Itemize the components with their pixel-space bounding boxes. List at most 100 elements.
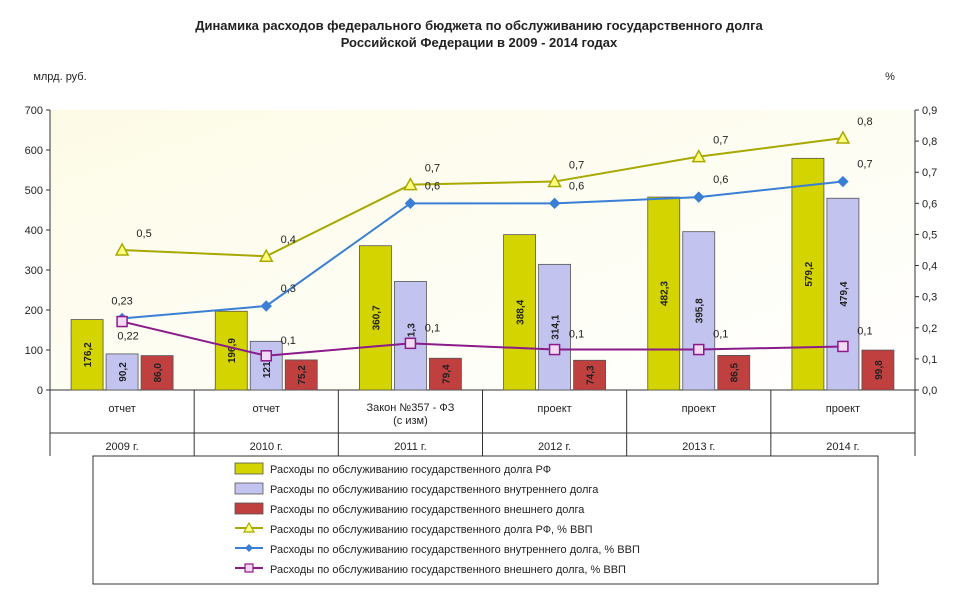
line-point-diamond	[837, 175, 849, 188]
y-left-tick-label: 200	[25, 305, 43, 317]
category-status-line: (с изм)	[393, 415, 428, 427]
line-square-series	[121, 320, 843, 357]
bar-internal	[682, 231, 716, 391]
y-right-tick-label: 0,5	[922, 229, 937, 241]
y-right-tick-label: 0,3	[922, 292, 937, 304]
y-axis-right-title: %	[885, 71, 895, 83]
line-data-label: 0,7	[857, 159, 872, 171]
line-point-triangle	[403, 177, 418, 191]
line-data-label: 0,7	[713, 135, 728, 147]
bar-data-label: 74,3	[586, 365, 597, 385]
bar-external	[284, 359, 318, 391]
line-data-label: 0,22	[117, 331, 138, 343]
chart-title-line: Динамика расходов федерального бюджета п…	[195, 18, 763, 33]
y-right-tick-label: 0,6	[922, 198, 937, 210]
y-left-tick-label: 600	[25, 145, 43, 157]
category-status-label: проект	[682, 403, 716, 415]
legend-entry-label: Расходы по обслуживанию государственного…	[270, 524, 593, 536]
legend-entry-label: Расходы по обслуживанию государственного…	[270, 564, 626, 576]
line-point-square	[548, 343, 561, 356]
bar-data-label: 86,0	[153, 363, 164, 383]
y-left-tick-label: 300	[25, 265, 43, 277]
line-data-label: 0,1	[857, 325, 872, 337]
line-point-square	[260, 350, 272, 362]
line-point-diamond	[548, 197, 561, 210]
bar-internal	[105, 353, 139, 391]
legend-entry-label: Расходы по обслуживанию государственного…	[270, 464, 551, 476]
line-diamond-series	[121, 180, 844, 320]
bar-data-label: 360,7	[371, 305, 382, 330]
bar-data-label: 75,2	[297, 365, 308, 385]
y-left-tick-label: 400	[25, 225, 43, 237]
y-left-tick-label: 500	[25, 185, 43, 197]
bar-total	[503, 234, 536, 391]
bar-data-label: 79,4	[441, 364, 452, 384]
line-data-label: 0,6	[425, 180, 440, 192]
line-point-diamond	[693, 191, 705, 203]
bar-external	[573, 359, 606, 391]
bar-data-label: 482,3	[660, 281, 671, 306]
bar-data-label: 395,8	[695, 298, 706, 323]
bar-data-label: 479,4	[839, 281, 850, 306]
line-point-triangle	[114, 242, 130, 256]
line-point-triangle	[258, 248, 274, 262]
legend-swatch-bar	[234, 502, 264, 515]
line-data-label: 0,1	[569, 329, 584, 341]
bar-external	[717, 354, 751, 391]
bar-internal	[394, 281, 427, 391]
line-point-triangle	[835, 130, 851, 144]
category-status-label: отчет	[253, 403, 280, 415]
y-right-tick-label: 0,4	[922, 261, 937, 273]
category-year-label: 2010 г.	[250, 441, 283, 453]
line-point-diamond	[404, 197, 417, 210]
legend-entry-label: Расходы по обслуживанию государственного…	[270, 504, 585, 516]
line-point-diamond	[260, 300, 272, 312]
y-axis-left-title: млрд. руб.	[33, 71, 86, 83]
line-data-label: 0,8	[857, 116, 872, 128]
y-left-tick-label: 100	[25, 345, 43, 357]
line-triangle-series	[122, 137, 844, 258]
y-right-tick-label: 0,7	[922, 167, 937, 179]
category-status-line: Закон №357 - ФЗ	[366, 402, 454, 414]
bar-internal	[538, 263, 571, 391]
bar-external	[861, 349, 895, 391]
category-year-label: 2012 г.	[538, 441, 571, 453]
bar-internal	[826, 197, 860, 391]
bar-total	[359, 245, 392, 391]
line-point-square	[693, 343, 705, 356]
legend-swatch-bar	[234, 482, 264, 495]
legend-entry-label: Расходы по обслуживанию государственного…	[270, 484, 599, 496]
category-year-label: 2013 г.	[682, 441, 715, 453]
y-right-tick-label: 0,0	[922, 385, 937, 397]
legend-marker-diamond	[245, 544, 253, 552]
legend-entry-label: Расходы по обслуживанию государственного…	[270, 544, 640, 556]
legend-marker-triangle	[242, 521, 256, 533]
bar-data-label: 314,1	[551, 314, 562, 339]
line-data-label: 0,3	[281, 283, 296, 295]
line-data-label: 0,4	[281, 234, 296, 246]
line-data-label: 0,1	[425, 322, 440, 334]
line-point-triangle	[547, 173, 562, 188]
bar-data-label: 196,9	[227, 338, 238, 363]
line-data-label: 0,5	[136, 228, 151, 240]
bar-data-label: 579,2	[804, 261, 815, 286]
bar-external	[140, 355, 174, 391]
bar-data-label: 99,8	[874, 360, 885, 380]
line-point-square	[404, 337, 417, 350]
category-status-label: проект	[826, 403, 860, 415]
legend-marker-square	[244, 563, 254, 573]
bar-data-label: 176,2	[83, 342, 94, 367]
bar-data-label: 388,4	[516, 299, 527, 324]
line-data-label: 0,6	[713, 174, 728, 186]
plot-area	[50, 110, 915, 390]
y-left-tick-label: 0	[37, 385, 43, 397]
y-left-tick-label: 700	[25, 105, 43, 117]
bar-data-label: 86,5	[730, 363, 741, 383]
category-status-label: проект	[537, 403, 571, 415]
category-status-label: Закон №357 - ФЗ (с изм)	[366, 402, 454, 427]
line-data-label: 0,6	[569, 180, 584, 192]
y-right-tick-label: 0,1	[922, 354, 937, 366]
bar-data-label: 121,7	[262, 353, 273, 378]
